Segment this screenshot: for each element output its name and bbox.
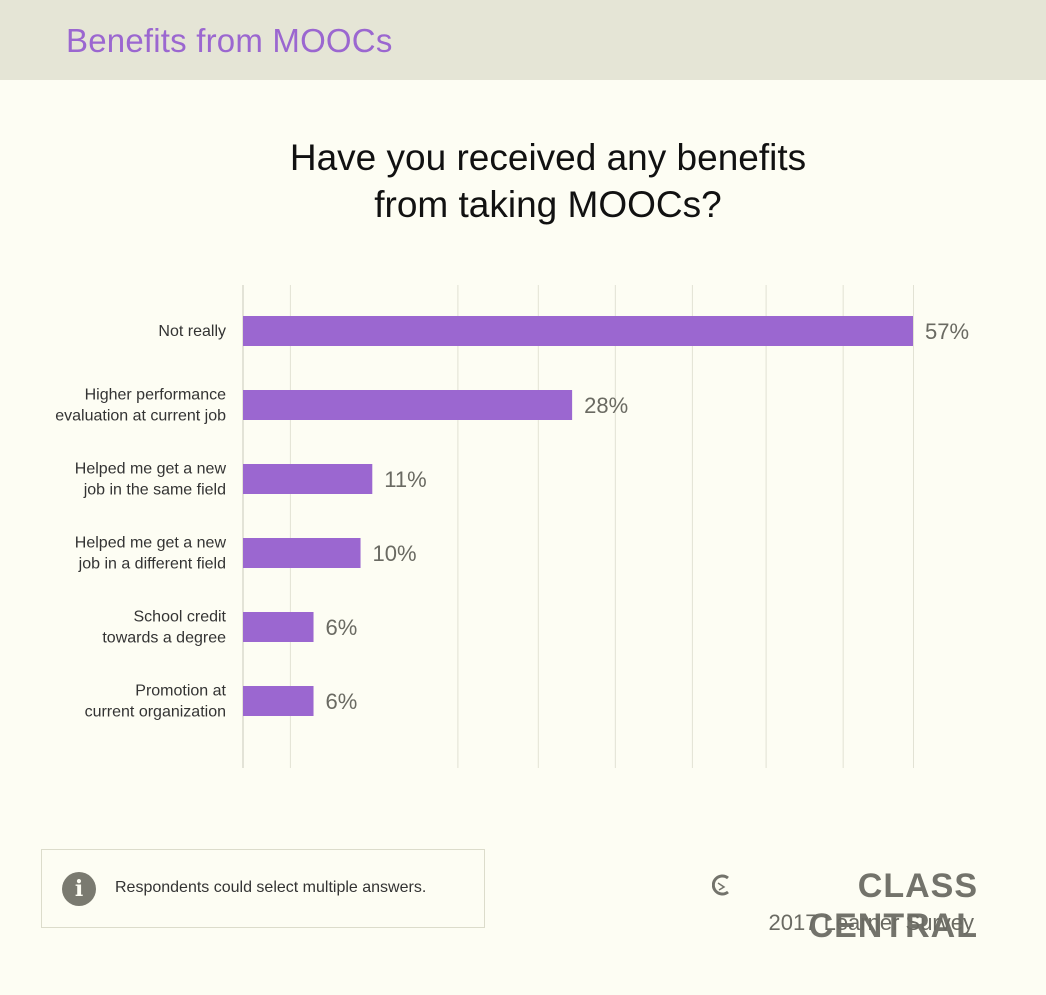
bar	[243, 612, 314, 642]
value-label: 6%	[326, 689, 358, 714]
value-label: 6%	[326, 615, 358, 640]
header-band: Benefits from MOOCs	[0, 0, 1046, 80]
bar	[243, 464, 373, 494]
chart-title-line-2: from taking MOOCs?	[374, 184, 722, 225]
value-label: 10%	[373, 541, 417, 566]
chart-title: Have you received any benefits from taki…	[0, 134, 1046, 228]
note-text: Respondents could select multiple answer…	[115, 879, 427, 896]
brand-name: CLASS CENTRAL	[808, 867, 978, 945]
bar	[243, 316, 913, 346]
note-box: i Respondents could select multiple answ…	[41, 849, 485, 928]
bar	[243, 538, 361, 568]
info-icon: i	[62, 872, 96, 906]
category-label: towards a degree	[102, 630, 226, 647]
category-label: School credit	[134, 609, 227, 626]
value-label: 28%	[584, 393, 628, 418]
category-label: Not really	[158, 323, 226, 340]
category-label: Higher performance	[85, 387, 227, 404]
category-label: Helped me get a new	[75, 461, 227, 478]
header-title: Benefits from MOOCs	[66, 22, 393, 59]
value-label: 57%	[925, 319, 969, 344]
category-label: current organization	[85, 704, 226, 721]
chart-title-line-1: Have you received any benefits	[289, 137, 807, 178]
brand-subtitle: 2017 Learner Survey	[768, 910, 974, 935]
class-central-logo-icon	[712, 874, 729, 896]
category-label: Helped me get a new	[75, 535, 227, 552]
bar	[243, 390, 573, 420]
category-label: job in the same field	[83, 482, 226, 499]
category-label: job in a different field	[78, 556, 226, 573]
category-label: Promotion at	[135, 683, 226, 700]
category-label: evaluation at current job	[55, 408, 226, 425]
bar	[243, 686, 314, 716]
value-label: 11%	[384, 467, 426, 492]
